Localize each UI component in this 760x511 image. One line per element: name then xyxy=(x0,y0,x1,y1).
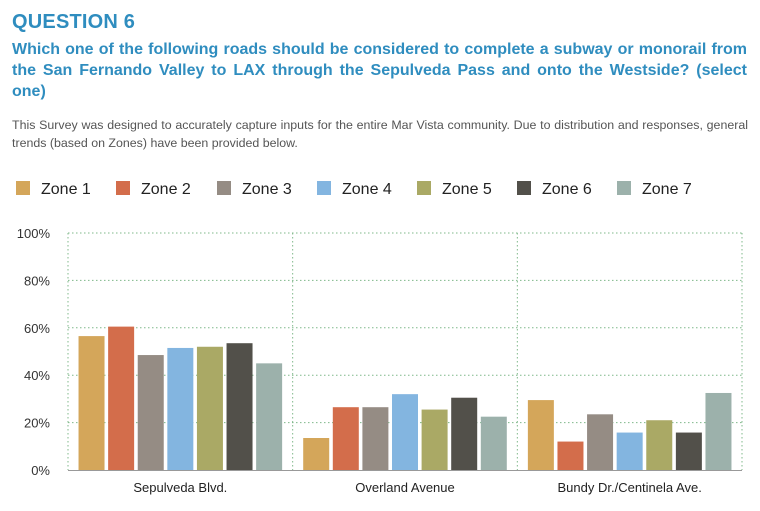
x-category-label: Sepulveda Blvd. xyxy=(133,480,227,495)
legend: Zone 1 Zone 2 Zone 3 Zone 4 Zone 5 Zone 6 Zone… xyxy=(16,181,692,198)
bar xyxy=(256,363,283,470)
y-tick-label: 0% xyxy=(31,463,50,478)
bar xyxy=(451,397,478,470)
bar xyxy=(392,394,418,470)
bar xyxy=(362,407,389,470)
legend-swatch xyxy=(517,181,531,195)
y-tick-label: 20% xyxy=(24,416,50,431)
bar xyxy=(675,432,702,470)
legend-swatch xyxy=(16,181,30,195)
legend-swatch xyxy=(217,181,231,195)
bars xyxy=(78,326,732,470)
bar xyxy=(421,409,448,470)
survey-description: This Survey was designed to accurately c… xyxy=(12,118,748,150)
y-tick-label: 80% xyxy=(24,273,50,288)
legend-label: Zone 4 xyxy=(342,181,392,198)
legend-label: Zone 7 xyxy=(642,181,692,198)
question-number: QUESTION 6 xyxy=(12,11,136,33)
bar xyxy=(616,432,643,470)
legend-swatch xyxy=(617,181,631,195)
bar xyxy=(527,400,554,470)
x-category-label: Bundy Dr./Centinela Ave. xyxy=(558,480,702,495)
legend-label: Zone 1 xyxy=(41,181,91,198)
bar xyxy=(557,441,584,470)
bar xyxy=(303,438,330,470)
x-axis: Sepulveda Blvd. Overland Avenue Bundy Dr./… xyxy=(133,480,701,495)
x-category-label: Overland Avenue xyxy=(355,480,455,495)
bar xyxy=(705,392,732,470)
legend-label: Zone 5 xyxy=(442,181,492,198)
legend-swatch xyxy=(317,181,331,195)
bar xyxy=(108,326,135,470)
bar xyxy=(480,416,507,470)
question-prompt: Which one of the following roads should … xyxy=(12,41,747,100)
y-axis: 0% 20% 40% 60% 80% 100% xyxy=(17,226,51,478)
y-tick-label: 100% xyxy=(17,226,51,241)
legend-label: Zone 6 xyxy=(542,181,592,198)
bar xyxy=(196,346,223,470)
y-tick-label: 40% xyxy=(24,368,50,383)
bar xyxy=(332,407,359,470)
bar xyxy=(78,336,105,470)
bar xyxy=(587,414,614,470)
y-tick-label: 60% xyxy=(24,321,50,336)
legend-swatch xyxy=(116,181,130,195)
legend-swatch xyxy=(417,181,431,195)
bar xyxy=(646,420,673,470)
legend-label: Zone 3 xyxy=(242,181,292,198)
bar xyxy=(226,343,253,470)
bar xyxy=(137,355,164,470)
bar xyxy=(167,347,194,470)
legend-label: Zone 2 xyxy=(141,181,191,198)
